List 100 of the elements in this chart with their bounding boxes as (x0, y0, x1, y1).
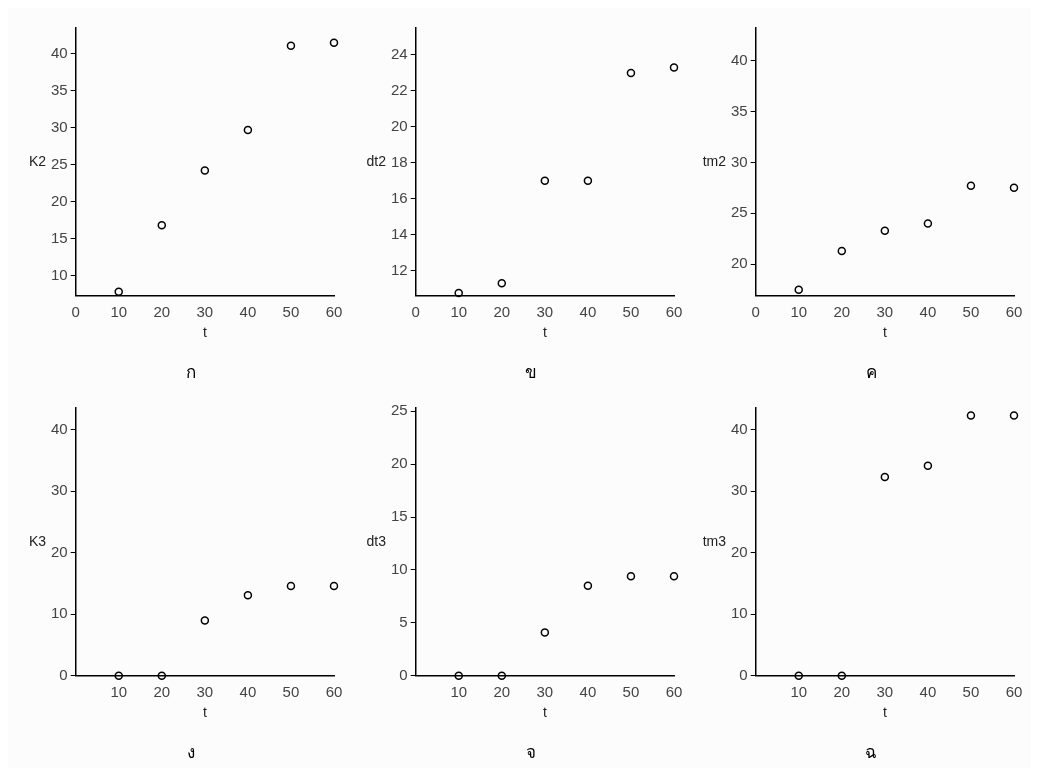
x-tick-label: 20 (153, 302, 171, 320)
y-tick-label: 22 (391, 81, 408, 99)
x-tick-label: 60 (325, 302, 343, 320)
x-tick-label: 20 (833, 682, 851, 700)
x-tick-label: 40 (579, 302, 597, 320)
point (583, 176, 593, 186)
point (329, 38, 339, 48)
y-axis-title: dt3 (366, 532, 387, 549)
x-tick-label: 30 (876, 302, 894, 320)
text: ก (186, 362, 196, 383)
point (794, 285, 803, 294)
x-tick-label: 40 (239, 302, 257, 320)
y-tick-label: 40 (731, 50, 748, 68)
x-tick-label: 10 (450, 682, 468, 700)
y-tick-label: 10 (391, 560, 408, 578)
point (923, 461, 933, 471)
y-tick-label: 25 (391, 401, 408, 419)
x-tick-label: 10 (790, 682, 808, 700)
x-tick-label: 30 (536, 302, 554, 320)
y-tick-label: 30 (731, 152, 748, 170)
point (669, 63, 679, 72)
x-tick-label: 50 (962, 682, 980, 700)
x-tick-label: 50 (282, 302, 300, 320)
y-tick-label: 24 (391, 45, 408, 63)
point (880, 226, 890, 235)
point (540, 628, 550, 637)
point (200, 166, 210, 175)
x-tick-label: 30 (536, 682, 554, 700)
point (837, 246, 847, 256)
point (497, 278, 507, 288)
y-tick-label: 35 (51, 80, 68, 98)
point (626, 572, 636, 581)
x-axis-title: t (882, 704, 887, 721)
y-tick-label: 20 (731, 254, 748, 272)
y-tick-label: 10 (51, 265, 68, 283)
y-tick-label: 18 (391, 152, 408, 170)
y-tick-label: 5 (399, 613, 408, 631)
x-axis-title: t (202, 704, 207, 721)
y-tick-label: 0 (59, 665, 68, 683)
y-axis-title: dt2 (366, 152, 387, 169)
point (286, 581, 296, 591)
x-tick-label: 40 (579, 682, 597, 700)
point (540, 176, 550, 186)
y-tick-label: 10 (51, 604, 68, 622)
y-tick-label: 0 (399, 665, 408, 683)
point (454, 288, 463, 298)
x-tick-label: 60 (665, 302, 683, 320)
y-axis-title: tm2 (702, 152, 727, 169)
point (626, 68, 636, 78)
point (243, 125, 253, 135)
point (583, 581, 593, 591)
y-tick-label: 20 (391, 116, 408, 134)
x-axis-title: t (202, 324, 207, 341)
y-tick-label: 12 (391, 260, 408, 278)
y-tick-label: 30 (51, 117, 68, 135)
x-tick-label: 0 (751, 302, 760, 320)
y-tick-label: 35 (731, 101, 748, 119)
y-tick-label: 14 (391, 224, 408, 242)
point (880, 472, 890, 482)
y-tick-label: 16 (391, 188, 408, 206)
y-tick-label: 40 (731, 419, 748, 437)
x-tick-label: 0 (71, 302, 80, 320)
point (329, 581, 339, 591)
x-tick-label: 10 (110, 682, 128, 700)
x-axis-title: t (542, 324, 547, 341)
y-tick-label: 20 (391, 454, 408, 472)
y-tick-label: 40 (51, 44, 68, 61)
point (794, 671, 803, 681)
x-tick-label: 0 (411, 302, 420, 320)
text: ง (187, 742, 195, 763)
x-tick-label: 60 (665, 682, 683, 700)
x-tick-label: 60 (1005, 302, 1023, 320)
x-tick-label: 50 (622, 682, 640, 700)
y-tick-label: 20 (731, 542, 748, 560)
x-tick-label: 30 (196, 302, 214, 320)
y-tick-label: 10 (731, 604, 748, 622)
y-tick-label: 20 (51, 542, 68, 560)
x-axis-title: t (542, 704, 547, 721)
y-tick-label: 40 (51, 419, 68, 437)
point (157, 221, 167, 230)
x-tick-label: 50 (962, 302, 980, 320)
text: จ (526, 742, 536, 763)
x-tick-label: 60 (1005, 682, 1023, 700)
point (200, 616, 210, 625)
y-tick-label: 15 (391, 507, 408, 525)
y-axis-title: K2 (28, 152, 47, 169)
point (669, 572, 679, 581)
y-tick-label: 30 (731, 481, 748, 499)
point (497, 671, 507, 681)
point (454, 671, 463, 681)
point (1009, 411, 1019, 420)
text: ข (525, 362, 537, 383)
y-tick-label: 15 (51, 228, 68, 246)
x-tick-label: 20 (493, 302, 511, 320)
point (114, 671, 123, 681)
y-tick-label: 25 (731, 203, 748, 221)
point (1009, 183, 1019, 193)
point (966, 181, 976, 191)
x-tick-label: 50 (282, 682, 300, 700)
point (286, 41, 296, 50)
